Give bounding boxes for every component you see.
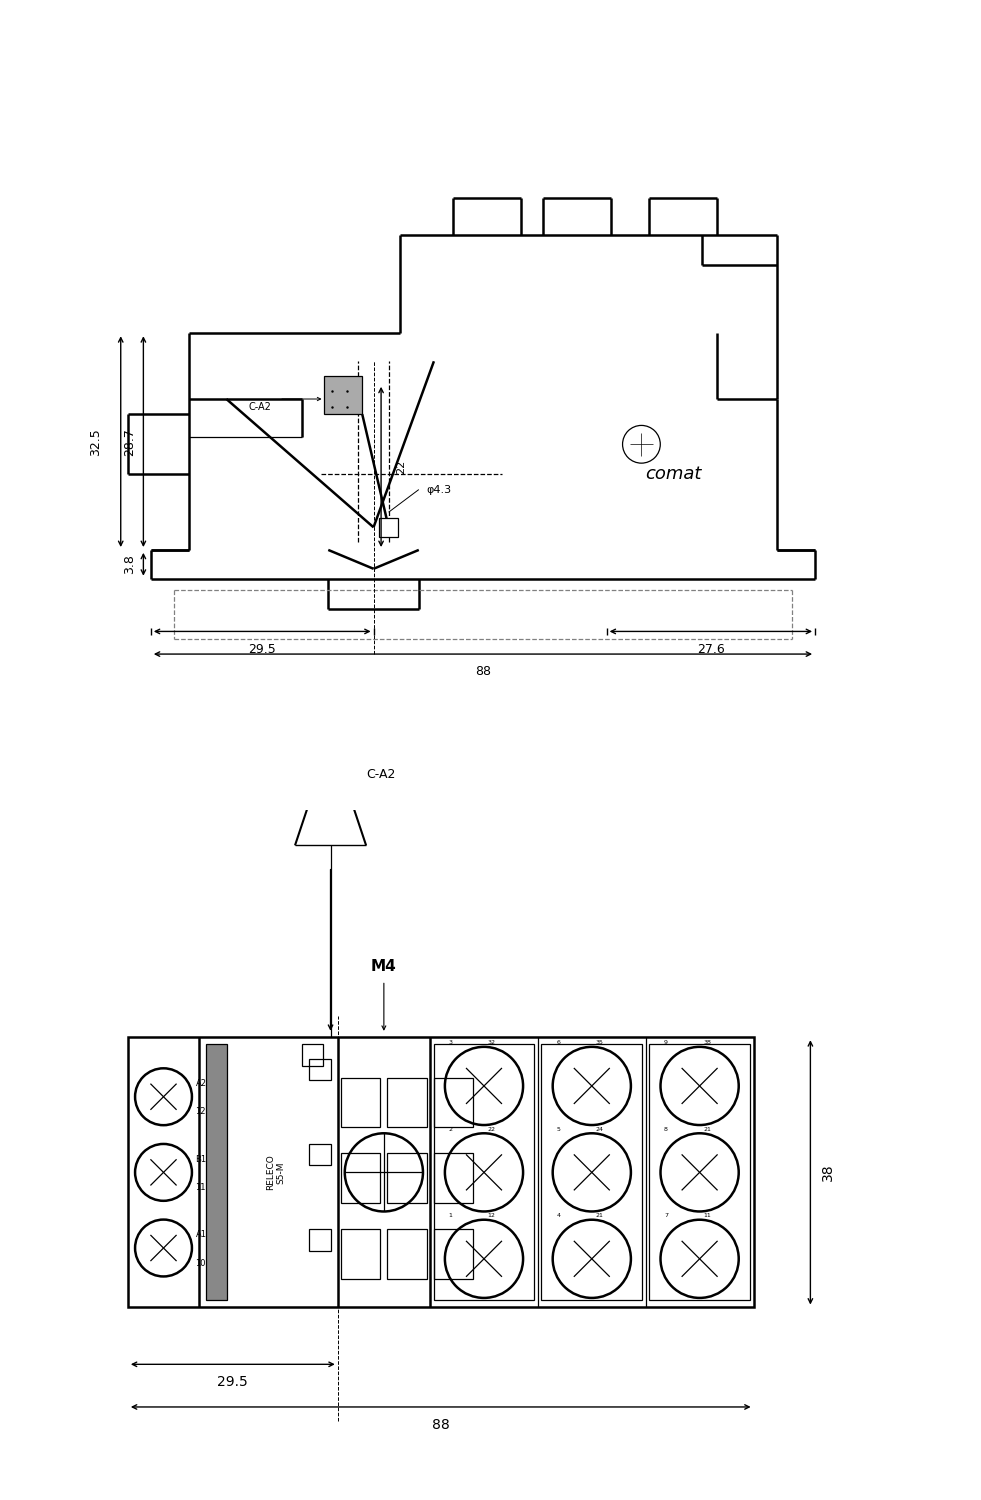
Text: 29.5: 29.5 xyxy=(218,1376,248,1389)
Text: 24: 24 xyxy=(595,1126,603,1132)
Text: comat: comat xyxy=(645,465,701,483)
Bar xyxy=(387,1077,427,1128)
Bar xyxy=(380,518,398,537)
Bar xyxy=(341,1077,381,1128)
Text: φ4.3: φ4.3 xyxy=(427,484,451,495)
Text: 6: 6 xyxy=(556,1041,560,1046)
Bar xyxy=(434,1154,473,1203)
Text: C-A2: C-A2 xyxy=(366,768,395,782)
Text: 29.5: 29.5 xyxy=(248,642,276,656)
Text: 10: 10 xyxy=(195,1258,206,1268)
Bar xyxy=(434,1230,473,1280)
Text: 3.8: 3.8 xyxy=(123,555,135,574)
Text: 88: 88 xyxy=(475,666,490,678)
Text: 7: 7 xyxy=(664,1214,668,1218)
Text: A2: A2 xyxy=(195,1078,206,1088)
Text: 35: 35 xyxy=(595,1041,603,1046)
Text: 12: 12 xyxy=(488,1214,495,1218)
Bar xyxy=(341,1230,381,1280)
Text: C-A2: C-A2 xyxy=(249,402,272,411)
Text: 1: 1 xyxy=(448,1214,452,1218)
Text: 11: 11 xyxy=(195,1184,206,1192)
Text: 5: 5 xyxy=(556,1126,560,1132)
Text: 28.7: 28.7 xyxy=(123,427,135,456)
Bar xyxy=(128,1038,753,1308)
Bar xyxy=(325,376,362,414)
Bar xyxy=(309,1059,331,1080)
Text: 12: 12 xyxy=(195,1107,206,1116)
Bar xyxy=(206,1044,228,1300)
Text: 88: 88 xyxy=(432,1418,449,1431)
Bar xyxy=(434,1077,473,1128)
Bar xyxy=(542,1044,643,1300)
Text: 11: 11 xyxy=(703,1214,711,1218)
Text: M4: M4 xyxy=(371,958,396,974)
Text: 27.6: 27.6 xyxy=(697,642,725,656)
Text: 2: 2 xyxy=(448,1126,452,1132)
Text: 38: 38 xyxy=(821,1164,835,1180)
Bar xyxy=(309,1230,331,1251)
Text: 38: 38 xyxy=(703,1041,711,1046)
Text: 21: 21 xyxy=(703,1126,711,1132)
Bar xyxy=(302,1044,324,1065)
Text: A1: A1 xyxy=(195,1230,206,1239)
Text: 3: 3 xyxy=(448,1041,452,1046)
Bar xyxy=(434,1044,535,1300)
Text: 4: 4 xyxy=(556,1214,560,1218)
Text: 32: 32 xyxy=(488,1041,495,1046)
Text: 21: 21 xyxy=(595,1214,603,1218)
Text: 32.5: 32.5 xyxy=(89,427,102,456)
Bar xyxy=(341,1154,381,1203)
Bar xyxy=(649,1044,749,1300)
Text: 8: 8 xyxy=(664,1126,668,1132)
Text: 22: 22 xyxy=(488,1126,495,1132)
Bar xyxy=(387,1154,427,1203)
Text: 9: 9 xyxy=(664,1041,668,1046)
Text: B1: B1 xyxy=(195,1155,207,1164)
Text: 22: 22 xyxy=(396,460,406,474)
Bar xyxy=(309,1144,331,1166)
Text: RELECO
S5-M: RELECO S5-M xyxy=(266,1155,285,1191)
Bar xyxy=(387,1230,427,1280)
